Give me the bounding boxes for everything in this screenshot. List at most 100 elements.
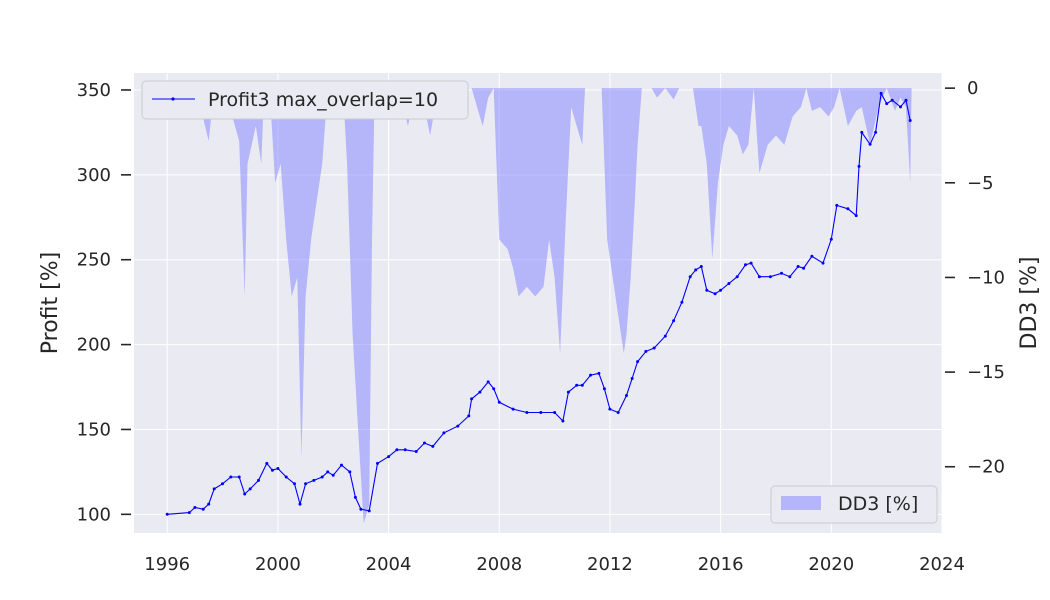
profit-point: [539, 411, 543, 414]
profit-point: [248, 487, 252, 491]
profit-point: [899, 105, 902, 109]
profit-point: [846, 207, 850, 211]
x-tick-label: 2000: [255, 554, 301, 575]
profit-point: [860, 130, 864, 134]
profit-point: [276, 467, 280, 470]
profit-point: [885, 102, 889, 106]
profit-point: [353, 495, 357, 499]
profit-point: [431, 444, 435, 448]
legend-drawdown-box: [770, 485, 938, 524]
profit-point: [478, 390, 482, 394]
right-axis-title: DD3 [%]: [1017, 257, 1042, 350]
profit-point: [237, 475, 241, 479]
profit-point: [868, 142, 872, 146]
y-right-tick-label: −5: [967, 173, 994, 194]
profit-point: [575, 383, 579, 387]
profit-point: [492, 387, 496, 391]
profit-point: [187, 511, 191, 515]
profit-point: [403, 448, 407, 452]
profit-point: [367, 509, 371, 513]
legend-drawdown-swatch: [781, 496, 821, 510]
profit-point: [566, 390, 570, 394]
profit-point: [796, 265, 800, 268]
profit-point: [270, 468, 274, 472]
profit-point: [835, 203, 839, 207]
profit-point: [561, 419, 565, 423]
profit-point: [636, 360, 640, 364]
profit-point: [212, 487, 216, 491]
y-left-tick-label: 200: [77, 335, 111, 356]
profit-point: [553, 411, 557, 414]
profit-point: [467, 414, 471, 418]
profit-point: [713, 292, 717, 296]
profit-point: [854, 214, 858, 218]
profit-line: [167, 91, 911, 515]
profit-line-layer: [165, 91, 912, 516]
profit-point: [680, 300, 684, 304]
profit-point: [293, 482, 296, 486]
profit-point: [442, 431, 446, 435]
profit-point: [414, 450, 418, 453]
legend-profit-box: [141, 80, 469, 120]
profit-point: [284, 475, 288, 479]
profit-point: [810, 254, 814, 258]
profit-point: [663, 334, 667, 338]
profit-point: [744, 263, 747, 267]
profit-point: [497, 400, 501, 404]
x-tick-label: 2016: [698, 554, 744, 575]
profit-point: [802, 266, 806, 270]
legend-profit-label: Profit3 max_overlap=10: [208, 89, 438, 111]
y-right-tick-label: −10: [967, 267, 1005, 288]
profit-point: [376, 461, 379, 465]
profit-point: [874, 130, 878, 134]
profit-point: [780, 271, 783, 275]
profit-point: [348, 470, 352, 474]
x-tick-label: 2012: [587, 554, 633, 575]
profit-point: [511, 407, 515, 411]
profit-point: [387, 455, 391, 459]
profit-point: [644, 349, 648, 353]
profit-point: [423, 441, 426, 445]
x-tick-label: 2024: [919, 554, 965, 575]
legend-profit-marker: [171, 97, 175, 101]
profit-point: [719, 288, 723, 292]
profit-point: [326, 470, 330, 474]
profit-point: [265, 461, 269, 465]
profit-point: [304, 482, 308, 486]
y-left-tick-label: 150: [77, 419, 111, 440]
profit-point: [331, 473, 335, 477]
drawdown-area: [189, 88, 912, 524]
profit-point: [705, 288, 709, 292]
profit-point: [699, 265, 703, 268]
drawdown-area-layer: [189, 88, 912, 524]
profit-point: [602, 387, 606, 391]
profit-point: [749, 261, 753, 265]
left-axis-title: Profit [%]: [38, 252, 63, 354]
profit-point: [525, 411, 529, 414]
y-right-tick-label: −20: [967, 457, 1005, 478]
profit-point: [298, 502, 302, 506]
profit-point: [608, 407, 612, 411]
profit-point: [470, 397, 474, 401]
y-left-tick-label: 100: [77, 504, 111, 525]
profit-point: [757, 275, 761, 279]
profit-point: [221, 482, 224, 486]
profit-point: [229, 475, 233, 479]
profit-point: [727, 282, 731, 285]
profit-point: [165, 512, 169, 516]
profit-point: [395, 448, 399, 452]
profit-point: [829, 237, 833, 241]
profit-point: [359, 507, 363, 511]
profit-point: [735, 275, 739, 279]
x-tick-label: 2004: [366, 554, 412, 575]
profit-point: [243, 492, 247, 496]
profit-point: [193, 506, 197, 509]
y-right-tick-label: 0: [967, 78, 978, 99]
profit-point: [312, 478, 316, 482]
profit-point: [879, 91, 883, 95]
legend-drawdown-label: DD3 [%]: [838, 493, 918, 515]
profit-point: [694, 268, 698, 272]
profit-point: [908, 119, 912, 122]
y-left-tick-label: 250: [77, 250, 111, 271]
